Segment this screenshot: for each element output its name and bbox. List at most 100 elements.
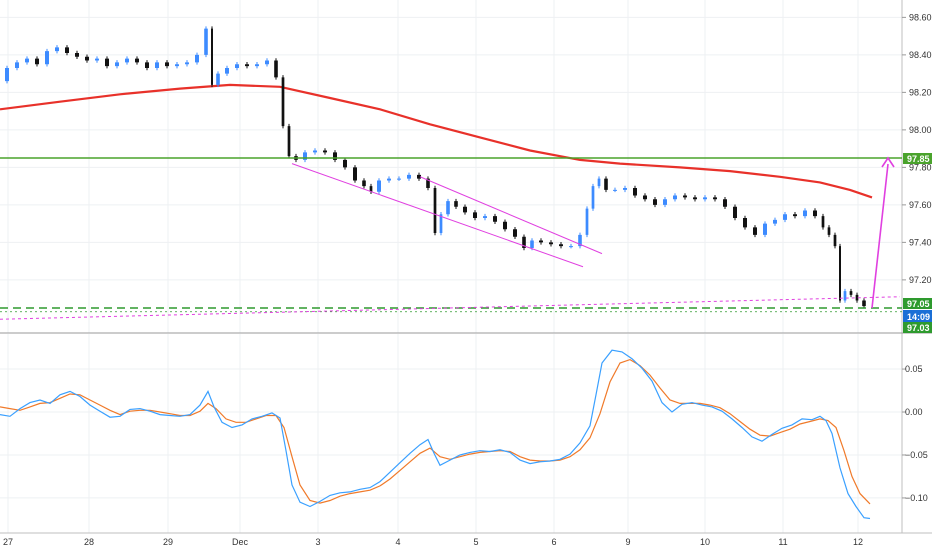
- candle-body: [75, 53, 79, 57]
- candle-body: [703, 197, 707, 200]
- candle-body: [175, 64, 179, 67]
- candle-body: [862, 300, 866, 307]
- countdown-tag: 14:09: [903, 310, 932, 322]
- candle-body: [673, 195, 677, 200]
- price-tick-label-5: 97.60: [909, 200, 932, 210]
- channel-upper-line: [419, 176, 603, 255]
- candle-body: [763, 223, 767, 235]
- candle-body: [693, 197, 697, 200]
- candle-body: [25, 58, 29, 63]
- candle-body: [653, 199, 657, 205]
- candle-body: [204, 28, 208, 55]
- candle-body: [813, 210, 817, 217]
- price-grid: [0, 0, 902, 333]
- candle-body: [377, 180, 381, 192]
- candle-body: [333, 152, 337, 160]
- candle-body: [683, 195, 687, 198]
- candle-body: [513, 229, 517, 237]
- price-tick-label-3: 98.00: [909, 125, 932, 135]
- candle-body: [539, 240, 543, 243]
- countdown-tag-label: 14:09: [907, 312, 930, 322]
- candle-body: [530, 240, 534, 248]
- candle-body: [85, 56, 89, 61]
- time-tick-label-9: 10: [700, 537, 710, 547]
- price-tick-label-6: 97.40: [909, 237, 932, 247]
- candle-body: [803, 210, 807, 217]
- time-tick-label-10: 11: [778, 537, 787, 547]
- candle-body: [323, 150, 327, 153]
- candle-body: [95, 58, 99, 61]
- candle-body: [185, 62, 189, 65]
- candle-body: [397, 178, 401, 180]
- candle-body: [155, 62, 159, 68]
- price-tick-label-4: 97.80: [909, 162, 932, 172]
- osc-tick-label-3: −0.10: [905, 493, 928, 503]
- candle-body: [713, 197, 717, 200]
- candle-body: [245, 64, 249, 67]
- candle-body: [195, 54, 199, 63]
- osc-tick-label-1: 0.00: [905, 407, 923, 417]
- candle-body: [483, 216, 487, 218]
- candle-body: [613, 189, 617, 191]
- candle-body: [604, 178, 608, 190]
- candle-body: [353, 167, 357, 181]
- candle-body: [135, 58, 139, 63]
- candle-body: [643, 195, 647, 200]
- support-tag-box: [903, 298, 932, 309]
- candle-body: [265, 60, 269, 65]
- candle-body: [569, 246, 573, 248]
- candle-body: [473, 212, 477, 218]
- candle-body: [125, 58, 129, 63]
- candle-body: [303, 152, 307, 160]
- candle-body: [597, 178, 601, 187]
- candle-body: [446, 201, 450, 215]
- candle-body: [439, 214, 443, 233]
- time-axis-ticks: 27 28 29 Dec 3 4 5 6 9 10 11 12: [3, 537, 863, 547]
- current-price-tag-box: [903, 322, 932, 333]
- candle-body: [585, 208, 589, 235]
- candle-body: [839, 246, 841, 301]
- countdown-tag-box: [903, 310, 932, 322]
- resistance-price-tag: 97.85: [903, 153, 932, 164]
- moving-average-layer: [0, 83, 873, 199]
- oscillator-layer: [0, 349, 871, 520]
- price-tick-label-7: 97.20: [909, 275, 932, 285]
- candle-body: [773, 219, 777, 224]
- candle-body: [274, 60, 278, 78]
- current-price-tag: 97.03: [903, 322, 932, 333]
- candle-body: [633, 188, 637, 196]
- candle-body: [454, 201, 458, 207]
- support-price-tag: 97.05: [903, 298, 932, 309]
- channel-lower-line: [291, 163, 584, 268]
- time-tick-label-0: 27: [3, 537, 13, 547]
- candle-body: [55, 47, 59, 52]
- candle-body: [463, 206, 467, 213]
- candle-body: [591, 186, 595, 209]
- candle-body: [433, 188, 437, 233]
- time-tick-label-11: 12: [853, 537, 863, 547]
- price-tick-label-2: 98.20: [909, 87, 932, 97]
- candle-body: [493, 216, 497, 222]
- oscillator-grid: [0, 334, 902, 533]
- candle-body: [522, 236, 526, 248]
- candle-body: [45, 51, 49, 65]
- candle-body: [313, 150, 317, 153]
- candle-body: [165, 62, 169, 67]
- osc-tick-label-2: −0.05: [905, 450, 928, 460]
- candle-body: [15, 62, 19, 68]
- candle-body: [827, 227, 831, 235]
- candle-body: [407, 174, 411, 179]
- osc-tick-label-0: 0.05: [905, 364, 923, 374]
- candle-body: [855, 294, 859, 301]
- candle-body: [833, 234, 837, 247]
- candle-body: [5, 68, 9, 82]
- candle-body: [369, 186, 373, 192]
- candle-body: [115, 62, 119, 67]
- candle-body: [733, 206, 737, 218]
- time-tick-label-7: 6: [551, 537, 556, 547]
- candle-body: [793, 214, 797, 217]
- resistance-tag-box: [903, 153, 932, 164]
- candle-body: [105, 58, 109, 67]
- candle-body: [145, 62, 149, 68]
- price-tick-label-1: 98.40: [909, 50, 932, 60]
